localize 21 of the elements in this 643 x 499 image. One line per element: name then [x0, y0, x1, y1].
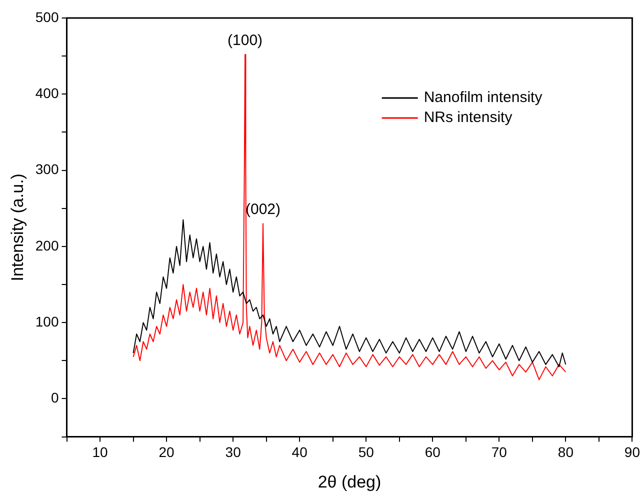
x-tick-label: 40: [292, 444, 308, 460]
y-tick-label: 100: [35, 313, 59, 330]
y-tick-label: 400: [35, 85, 59, 102]
x-tick-label: 60: [424, 444, 441, 460]
y-tick-label: 500: [35, 8, 59, 25]
y-axis-title: Intensity (a.u.): [8, 174, 27, 282]
x-tick-label: 70: [491, 444, 508, 460]
x-tick-label: 20: [158, 444, 175, 460]
legend-label: NRs intensity: [424, 109, 513, 126]
x-tick-label: 30: [225, 444, 242, 460]
x-tick-label: 90: [624, 444, 640, 460]
y-tick-label: 300: [35, 161, 59, 178]
x-tick-label: 80: [558, 444, 574, 460]
x-axis-title: 2θ (deg): [318, 472, 382, 492]
y-tick-label: 200: [35, 237, 59, 254]
annotation: (002): [245, 201, 281, 218]
x-tick-label: 50: [358, 444, 374, 460]
legend-label: Nanofilm intensity: [424, 89, 543, 106]
annotation: (100): [228, 32, 263, 50]
y-tick-label: 0: [50, 390, 59, 406]
x-tick-label: 10: [92, 444, 108, 460]
